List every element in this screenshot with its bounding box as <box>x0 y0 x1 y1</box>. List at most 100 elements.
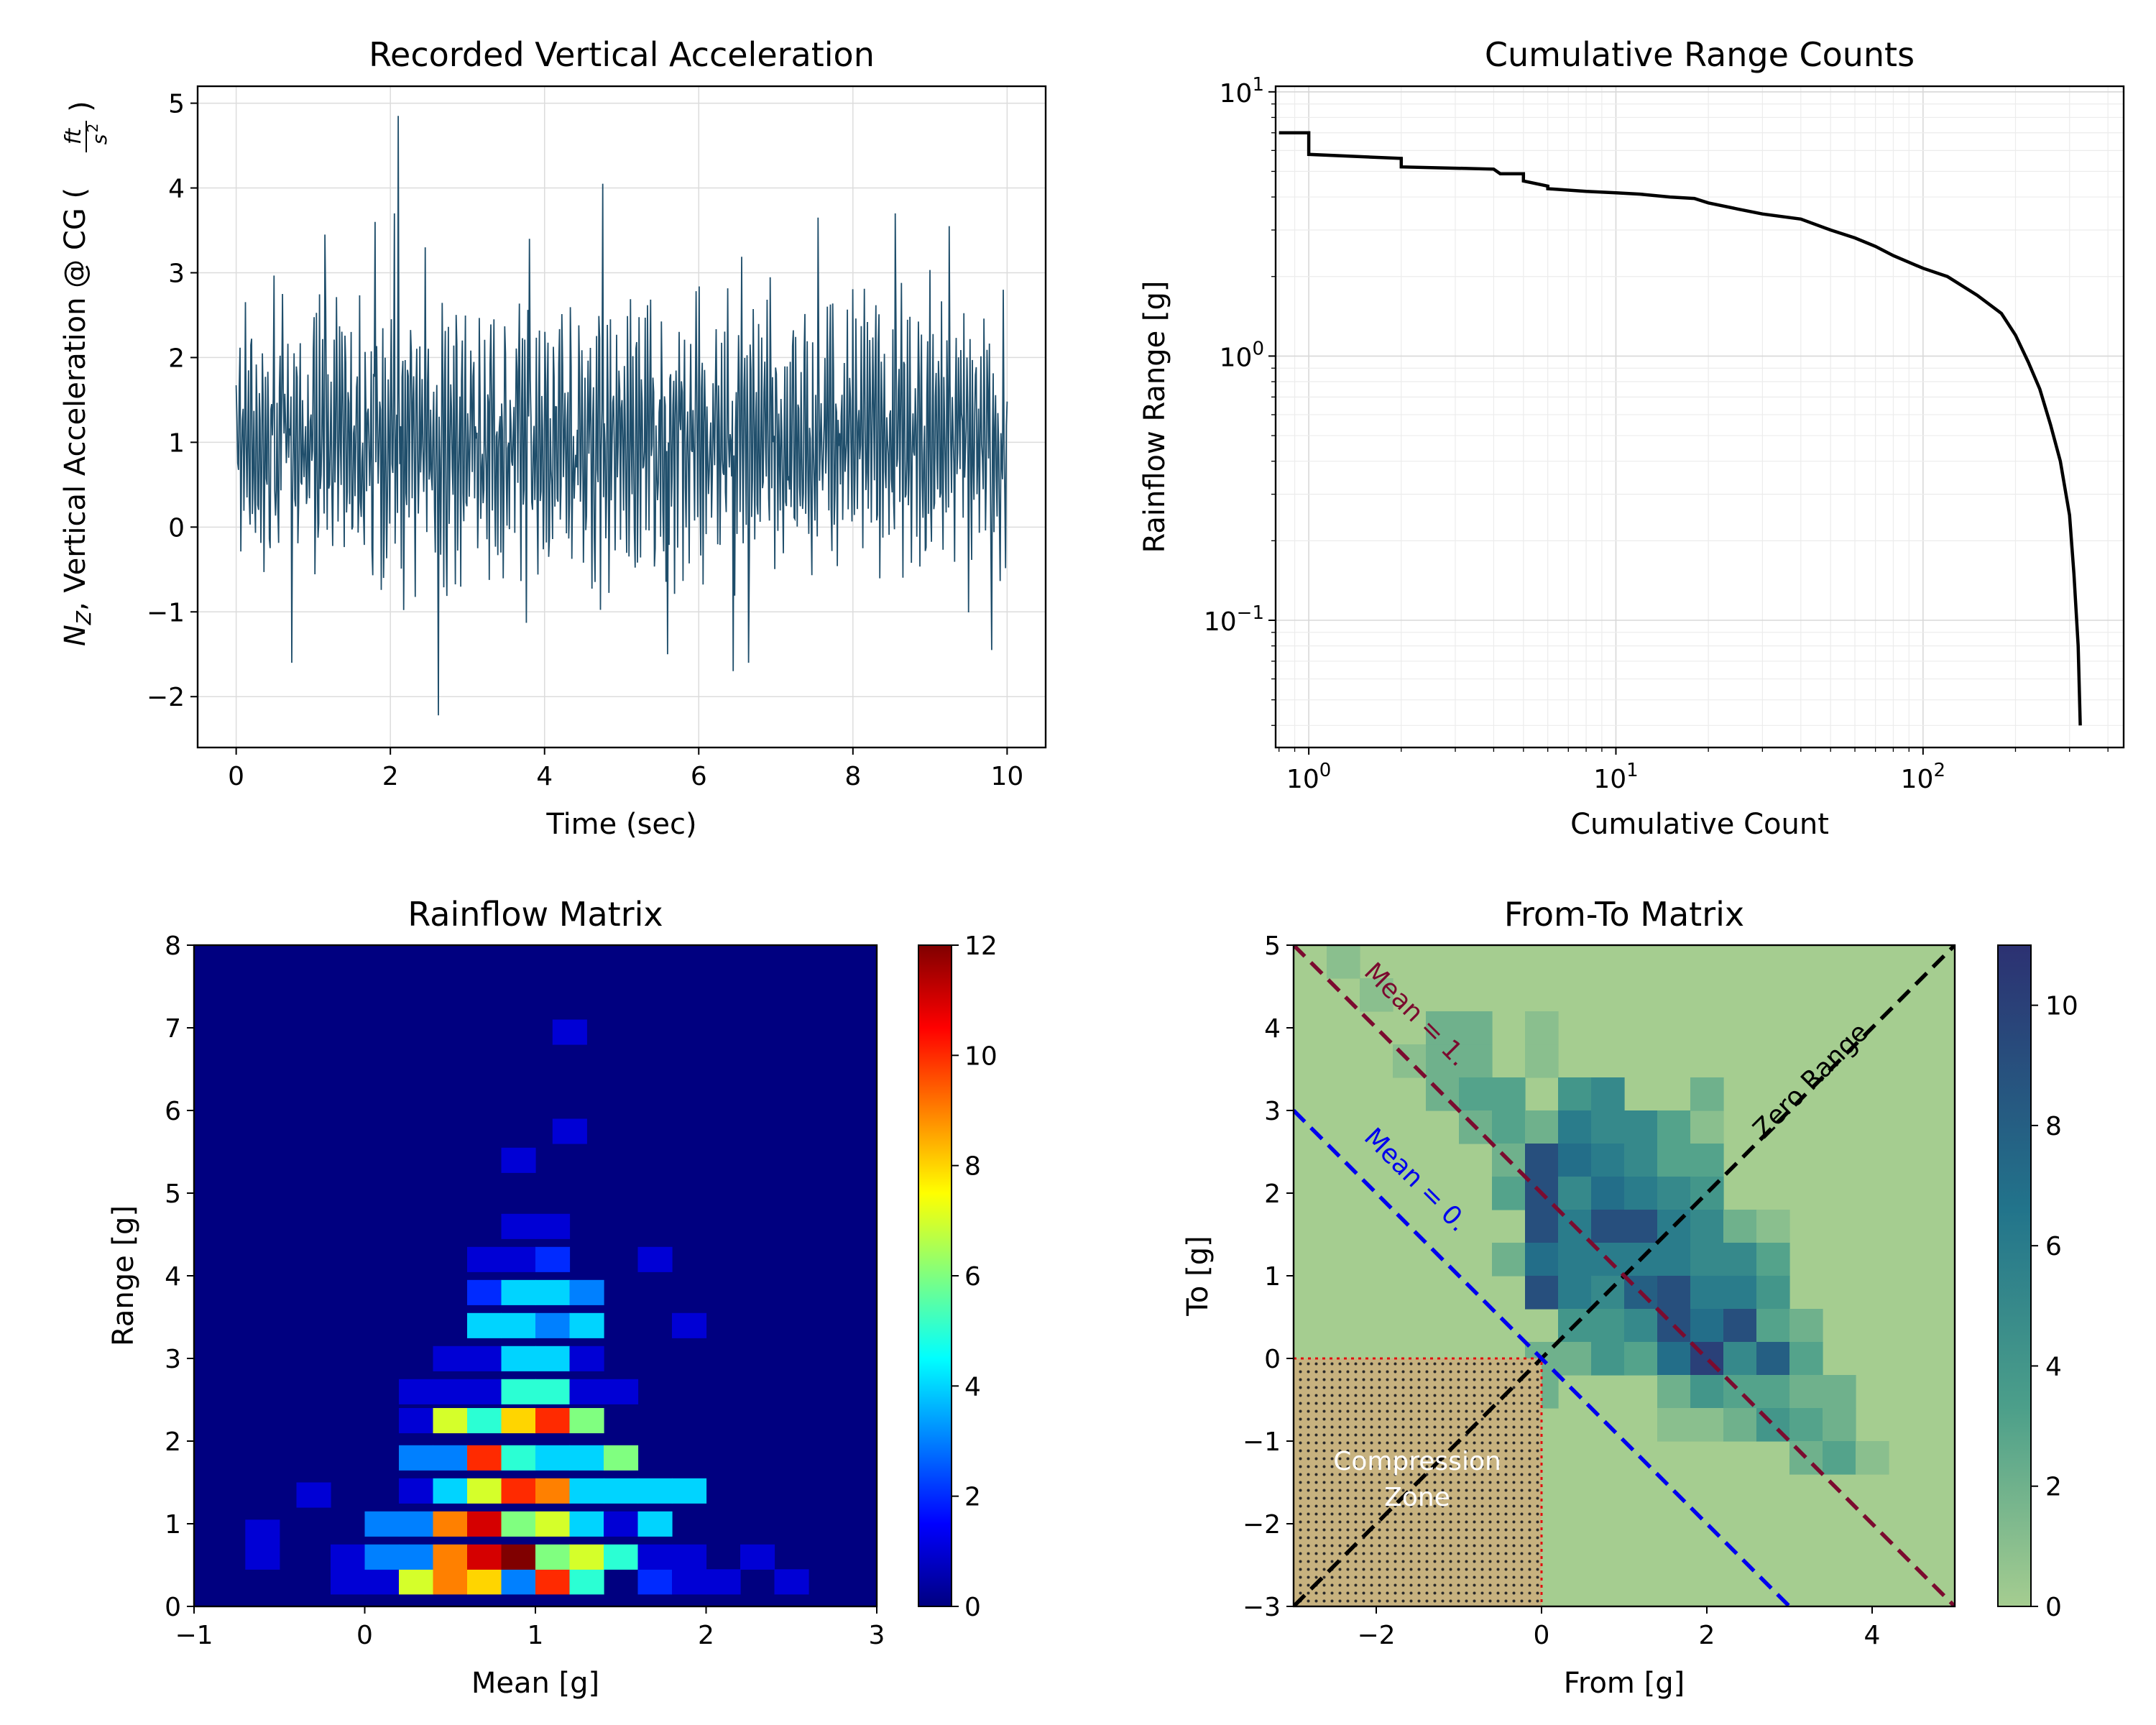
rf-ytick-label: 6 <box>165 1097 181 1126</box>
rf-xtick-label: −1 <box>175 1621 213 1650</box>
fromto-cell <box>1327 945 1360 979</box>
rainflow-cell <box>467 1445 502 1471</box>
rainflow-cell <box>433 1569 468 1595</box>
cumulative-axes-frame <box>1274 85 2125 749</box>
ylabel-sub: Z <box>72 610 96 625</box>
fromto-colorbar-ticks: 0 2 4 6 8 10 <box>2031 992 2078 1622</box>
rainflow-cell <box>552 1019 587 1045</box>
rainflow-cell <box>501 1246 536 1272</box>
fromto-cell <box>1856 1441 1889 1475</box>
fromto-cell <box>1690 1408 1724 1442</box>
acceleration-xlabel: Time (sec) <box>545 808 696 841</box>
rainflow-cell <box>331 1569 366 1595</box>
fromto-cell <box>1492 1077 1526 1111</box>
fromto-cell <box>1723 1309 1757 1343</box>
fromto-cell <box>1756 1309 1790 1343</box>
acceleration-series <box>235 116 1008 716</box>
fromto-cell <box>1459 1011 1493 1045</box>
compression-label-2: Zone <box>1384 1483 1450 1512</box>
rainflow-cell <box>604 1511 639 1537</box>
fromto-cell <box>1789 1375 1823 1409</box>
acc-xtick-label: 4 <box>536 762 553 791</box>
rainflow-cell <box>433 1445 468 1471</box>
rainflow-cell <box>364 1569 400 1595</box>
fromto-cell <box>1591 1210 1625 1243</box>
rainflow-cell <box>245 1544 280 1570</box>
fromto-cell <box>1360 978 1393 1012</box>
fromto-cell <box>1657 1177 1691 1210</box>
fromto-cell <box>1591 1342 1625 1376</box>
rainflow-cell <box>399 1478 434 1504</box>
fromto-cell <box>1789 1342 1823 1376</box>
fromto-reference-line <box>1294 1109 1791 1606</box>
acceleration-panel: Recorded Vertical Acceleration 0 2 4 6 8 10−2… <box>59 35 1047 841</box>
fromto-cell <box>1690 1077 1724 1111</box>
acc-ytick-label: −2 <box>147 683 185 712</box>
rf-colorbar-label: 4 <box>964 1372 981 1402</box>
fromto-cell <box>1657 1375 1691 1409</box>
ft-ytick-label: −2 <box>1243 1510 1281 1540</box>
acceleration-ylabel-fraction: ft s 2 ) <box>61 101 111 152</box>
fromto-cell <box>1624 1110 1658 1144</box>
rf-ytick-label: 5 <box>165 1179 181 1209</box>
ft-xtick-label: 0 <box>1534 1621 1550 1650</box>
fromto-cell <box>1657 1342 1691 1376</box>
fromto-cell <box>1823 1375 1856 1409</box>
ylabel-close: ) <box>65 101 98 112</box>
acc-xtick-label: 0 <box>228 762 244 791</box>
fromto-cell <box>1624 1309 1658 1343</box>
rainflow-cell <box>433 1408 468 1434</box>
ft-ytick-label: 1 <box>1264 1262 1281 1292</box>
fromto-cell <box>1459 1077 1493 1111</box>
acceleration-ticks: 0 2 4 6 8 10 −2 −1 0 1 2 3 4 5 <box>147 90 1023 791</box>
cum-ytick-label: 101 <box>1220 74 1264 109</box>
ft-xtick-label: 4 <box>1864 1621 1881 1650</box>
fromto-xlabel: From [g] <box>1564 1667 1685 1700</box>
ft-colorbar-label: 6 <box>2045 1232 2062 1261</box>
cumulative-ylabel: Rainflow Range [g] <box>1138 280 1171 553</box>
acceleration-title: Recorded Vertical Acceleration <box>369 35 875 74</box>
rainflow-cell <box>535 1246 571 1272</box>
fromto-cell <box>1591 1077 1625 1111</box>
rainflow-cell <box>569 1544 604 1570</box>
rainflow-cell <box>672 1569 707 1595</box>
rainflow-cell <box>604 1478 639 1504</box>
fromto-cell <box>1690 1243 1724 1276</box>
acc-ytick-label: 2 <box>168 344 185 373</box>
rainflow-cell <box>467 1312 502 1338</box>
rainflow-cell <box>569 1478 604 1504</box>
ft-colorbar-label: 4 <box>2045 1352 2062 1381</box>
rainflow-cell <box>433 1511 468 1537</box>
rainflow-cell <box>467 1408 502 1434</box>
acceleration-axes-frame <box>196 85 1047 749</box>
rainflow-cell <box>535 1511 571 1537</box>
rainflow-cell <box>467 1279 502 1305</box>
ft-ytick-label: 2 <box>1264 1179 1281 1209</box>
rainflow-cell <box>501 1408 536 1434</box>
fromto-cell <box>1591 1110 1625 1144</box>
rainflow-cell <box>569 1445 604 1471</box>
rf-colorbar-label: 8 <box>964 1152 981 1182</box>
rainflow-cell <box>501 1569 536 1595</box>
acc-xtick-label: 6 <box>691 762 707 791</box>
ft-ytick-label: −3 <box>1243 1593 1281 1622</box>
cum-xtick-label: 100 <box>1286 760 1331 794</box>
ft-ytick-label: −1 <box>1243 1427 1281 1457</box>
acc-ytick-label: 3 <box>168 259 185 288</box>
rf-xtick-label: 1 <box>528 1621 544 1650</box>
fromto-cell <box>1690 1276 1724 1310</box>
rainflow-cell <box>501 1379 536 1404</box>
rainflow-cell <box>399 1544 434 1570</box>
cumulative-ticks: 100 101 102 10−1 100 101 <box>1204 74 2109 794</box>
fromto-cell <box>1525 1044 1559 1078</box>
fromto-cell <box>1723 1243 1757 1276</box>
rainflow-cell <box>331 1544 366 1570</box>
rf-ytick-label: 8 <box>165 932 181 961</box>
fromto-cell <box>1558 1077 1592 1111</box>
acc-ytick-label: −1 <box>147 598 185 627</box>
cumulative-title: Cumulative Range Counts <box>1485 35 1915 74</box>
rainflow-cell <box>364 1511 400 1537</box>
fromto-cell <box>1426 1044 1460 1078</box>
cum-ytick-label: 10−1 <box>1204 602 1264 637</box>
